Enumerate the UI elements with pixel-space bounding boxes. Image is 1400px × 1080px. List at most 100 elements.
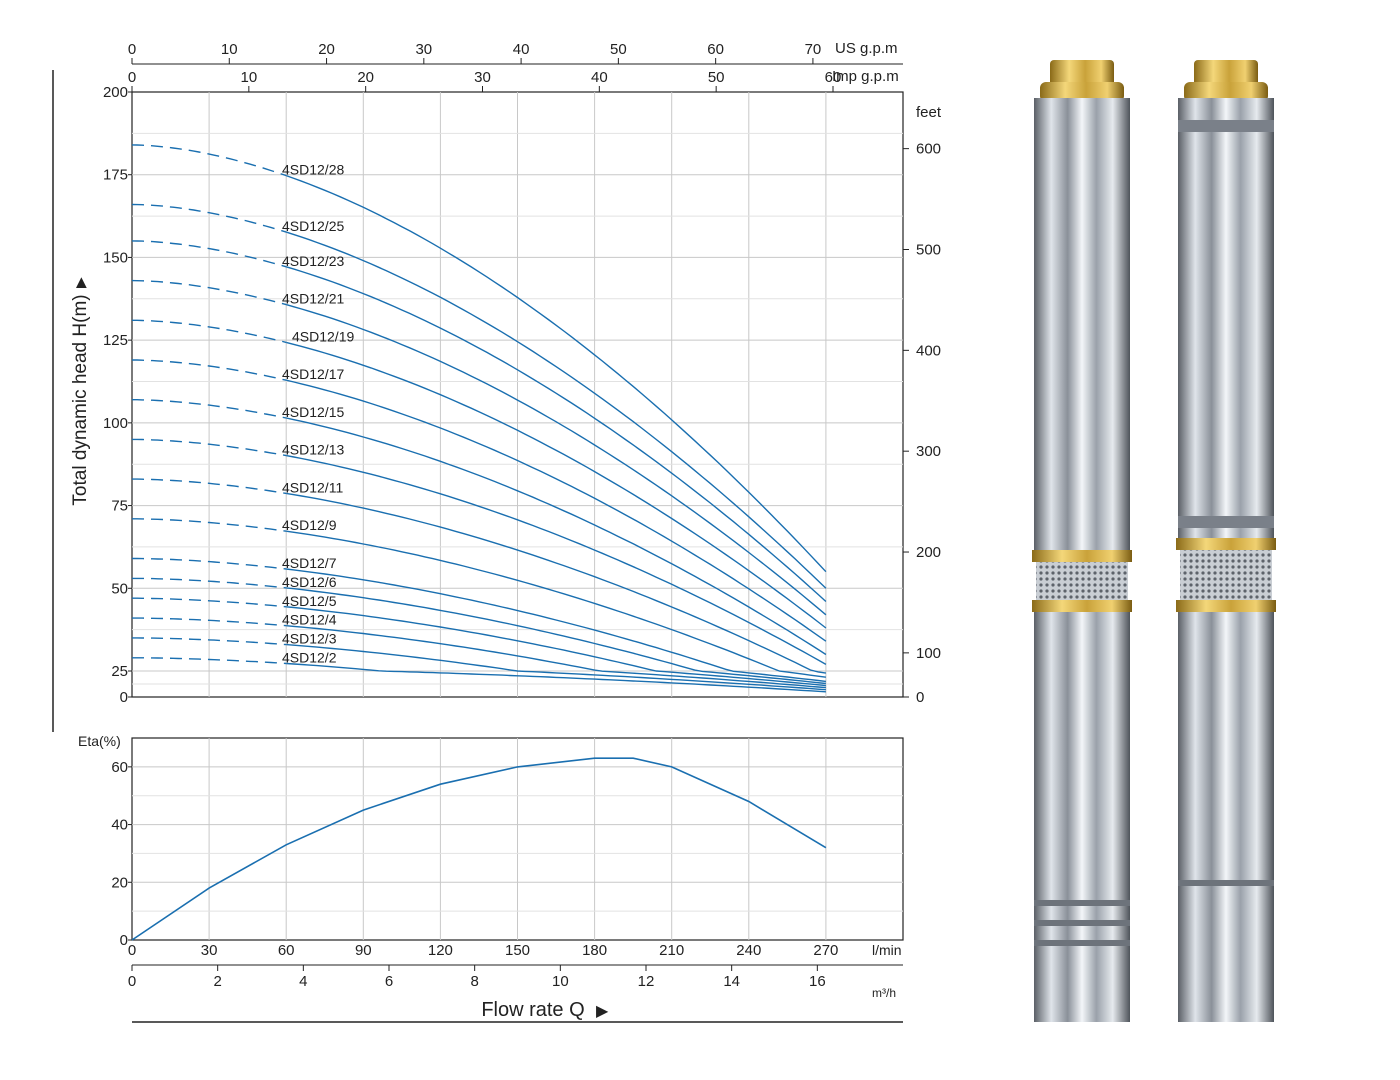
curve-label: 4SD12/23 bbox=[282, 253, 344, 269]
head-curve bbox=[286, 454, 827, 666]
lmin-unit-label: l/min bbox=[872, 942, 902, 958]
head-curve-dashed bbox=[131, 144, 287, 177]
efficiency-axis-label: Eta(%) bbox=[78, 733, 121, 749]
curve-label: 4SD12/13 bbox=[282, 442, 344, 458]
head-curve-dashed bbox=[132, 657, 287, 665]
head-curve-dashed bbox=[131, 279, 287, 306]
us-gpm-tick-label: 0 bbox=[128, 41, 136, 58]
efficiency-curve bbox=[131, 757, 827, 941]
head-curve-dashed bbox=[131, 240, 287, 268]
feet-tick-label: 600 bbox=[916, 141, 941, 158]
head-curve bbox=[286, 643, 826, 691]
curve-label: 4SD12/15 bbox=[282, 404, 344, 420]
us-gpm-tick-label: 60 bbox=[707, 41, 724, 58]
imp-gpm-tick-label: 10 bbox=[240, 69, 257, 86]
head-curve bbox=[286, 492, 827, 674]
head-curve bbox=[285, 174, 827, 573]
head-curve bbox=[286, 625, 826, 689]
eta-tick-label: 20 bbox=[111, 874, 128, 891]
head-axes: 0255075100125150175200010020030040050060… bbox=[103, 41, 941, 706]
head-curve-dashed bbox=[132, 577, 287, 589]
head-curve-dashed bbox=[132, 557, 287, 570]
y-tick-label: 0 bbox=[120, 689, 128, 706]
feet-tick-label: 400 bbox=[916, 342, 941, 359]
m3h-tick-label: 12 bbox=[638, 973, 655, 990]
head-grid bbox=[131, 91, 904, 698]
efficiency-grid bbox=[131, 737, 904, 941]
head-curve-dashed bbox=[132, 597, 287, 608]
x-tick-label: 270 bbox=[813, 942, 838, 959]
feet-tick-label: 200 bbox=[916, 544, 941, 561]
head-curve bbox=[285, 231, 827, 589]
y-tick-label: 125 bbox=[103, 332, 128, 349]
y-axis-arrow-icon: ▶ bbox=[72, 277, 88, 288]
x-tick-label: 30 bbox=[201, 942, 218, 959]
eta-tick-label: 0 bbox=[120, 932, 128, 949]
us-gpm-unit-label: US g.p.m bbox=[835, 40, 898, 57]
x-axis-label: Flow rate Q bbox=[481, 999, 584, 1021]
head-curve bbox=[286, 303, 827, 616]
us-gpm-tick-label: 40 bbox=[513, 41, 530, 58]
curve-label: 4SD12/17 bbox=[282, 366, 344, 382]
imp-gpm-tick-label: 30 bbox=[474, 69, 491, 86]
y-tick-label: 75 bbox=[111, 498, 128, 515]
us-gpm-tick-label: 50 bbox=[610, 41, 627, 58]
curve-label: 4SD12/9 bbox=[282, 517, 337, 533]
x-tick-label: 150 bbox=[505, 942, 530, 959]
curve-label: 4SD12/25 bbox=[282, 218, 344, 234]
head-curve bbox=[286, 568, 826, 683]
imp-gpm-tick-label: 20 bbox=[357, 69, 374, 86]
head-curve bbox=[286, 587, 826, 685]
head-curve bbox=[285, 266, 827, 603]
y-tick-label: 50 bbox=[111, 580, 128, 597]
imp-gpm-tick-label: 50 bbox=[708, 69, 725, 86]
head-curve-dashed bbox=[132, 319, 287, 344]
us-gpm-tick-label: 70 bbox=[805, 41, 822, 58]
curve-label: 4SD12/5 bbox=[282, 593, 337, 609]
y-tick-label: 200 bbox=[103, 84, 128, 101]
head-curve bbox=[286, 341, 827, 629]
head-curve-dashed bbox=[132, 478, 287, 495]
pump-image-left bbox=[1032, 60, 1132, 1022]
head-curve-dashed bbox=[132, 438, 287, 457]
curve-label: 4SD12/2 bbox=[282, 649, 337, 665]
x-axis-arrow-icon: ▶ bbox=[596, 1003, 609, 1020]
eta-tick-label: 60 bbox=[111, 759, 128, 776]
curve-label: 4SD12/28 bbox=[282, 162, 344, 178]
m3h-tick-label: 2 bbox=[213, 973, 221, 990]
feet-tick-label: 0 bbox=[916, 689, 924, 706]
y-tick-label: 150 bbox=[103, 249, 128, 266]
head-curve bbox=[286, 379, 827, 642]
head-curve-dashed bbox=[132, 518, 287, 532]
feet-unit-label: feet bbox=[916, 104, 942, 121]
us-gpm-tick-label: 20 bbox=[318, 41, 335, 58]
head-curve-dashed bbox=[132, 399, 287, 419]
us-gpm-tick-label: 30 bbox=[415, 41, 432, 58]
head-curve-dashed bbox=[132, 617, 287, 627]
head-curve bbox=[286, 606, 826, 687]
head-curve bbox=[286, 662, 826, 693]
head-curve bbox=[286, 417, 827, 656]
curve-label: 4SD12/7 bbox=[282, 555, 337, 571]
x-tick-label: 90 bbox=[355, 942, 372, 959]
x-tick-label: 240 bbox=[736, 942, 761, 959]
feet-tick-label: 300 bbox=[916, 443, 941, 460]
imp-gpm-tick-label: 60 bbox=[825, 69, 842, 86]
head-curve-dashed bbox=[132, 637, 287, 646]
imp-gpm-tick-label: 0 bbox=[128, 69, 136, 86]
curve-label: 4SD12/11 bbox=[282, 479, 343, 495]
feet-tick-label: 500 bbox=[916, 241, 941, 258]
efficiency-axes: 0 20 40 60 0 30 60 90 120 150 180 210 240 270 0 2 4 6 8 10 1… bbox=[111, 759, 903, 990]
feet-tick-label: 100 bbox=[916, 645, 941, 662]
imp-gpm-unit-label: Imp g.p.m bbox=[832, 68, 899, 85]
m3h-tick-label: 16 bbox=[809, 973, 826, 990]
m3h-tick-label: 4 bbox=[299, 973, 307, 990]
y-tick-label: 25 bbox=[111, 663, 128, 680]
x-tick-label: 210 bbox=[659, 942, 684, 959]
m3h-tick-label: 0 bbox=[128, 973, 136, 990]
m3h-tick-label: 8 bbox=[470, 973, 478, 990]
head-curve-dashed bbox=[131, 203, 287, 233]
efficiency-chart: 0 20 40 60 0 30 60 90 120 150 180 210 240 270 0 2 4 6 8 10 1… bbox=[78, 733, 904, 1021]
m3h-tick-label: 14 bbox=[723, 973, 740, 990]
